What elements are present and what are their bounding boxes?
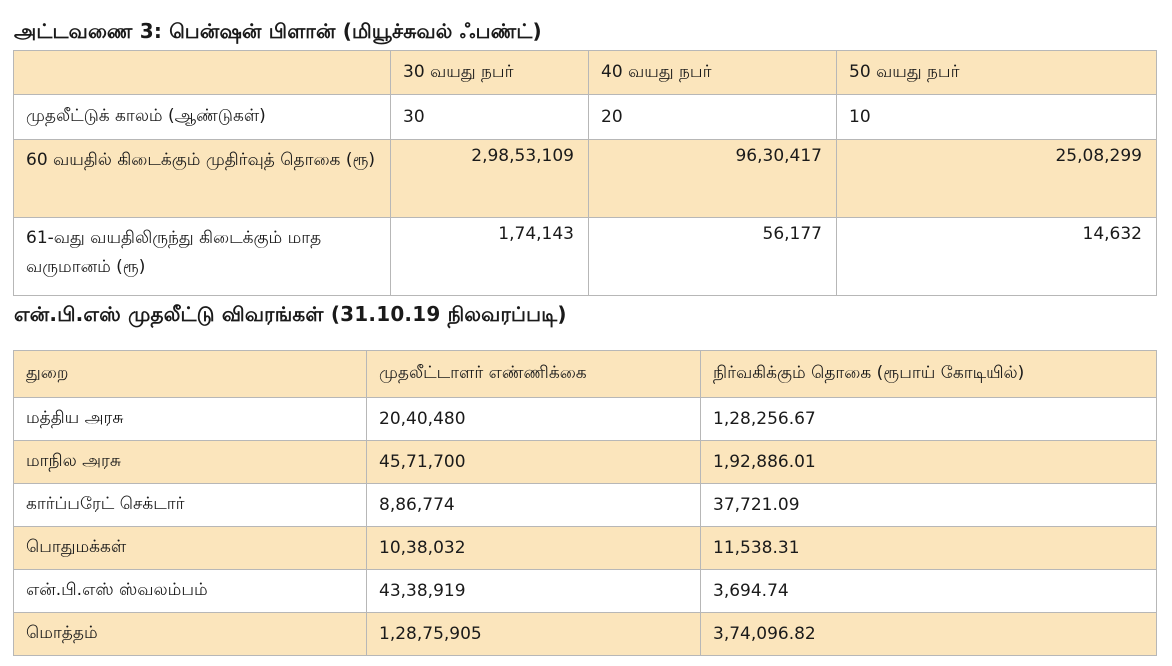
table-row: கார்ப்பரேட் செக்டார் 8,86,774 37,721.09 — [13, 483, 1157, 527]
nps-investment-table: துறை முதலீட்டாளர் எண்ணிக்கை நிர்வகிக்கும… — [13, 350, 1157, 656]
table-row: முதலீட்டுக் காலம் (ஆண்டுகள்) 30 20 10 — [13, 94, 1157, 140]
table-row: 60 வயதில் கிடைக்கும் முதிர்வுத் தொகை (ரூ… — [13, 139, 1157, 218]
table-cell: 30 — [390, 94, 589, 140]
header-cell-sector: துறை — [13, 350, 367, 398]
header-cell-empty — [13, 50, 391, 95]
investors-cell: 10,38,032 — [366, 526, 701, 570]
sector-cell: மாநில அரசு — [13, 440, 367, 484]
row-label: முதலீட்டுக் காலம் (ஆண்டுகள்) — [13, 94, 391, 140]
table-row: மாநில அரசு 45,71,700 1,92,886.01 — [13, 440, 1157, 484]
investors-cell: 20,40,480 — [366, 397, 701, 441]
sector-cell: கார்ப்பரேட் செக்டார் — [13, 483, 367, 527]
table-row: என்.பி.எஸ் ஸ்வலம்பம் 43,38,919 3,694.74 — [13, 569, 1157, 613]
table-row: மத்திய அரசு 20,40,480 1,28,256.67 — [13, 397, 1157, 441]
table-total-row: மொத்தம் 1,28,75,905 3,74,096.82 — [13, 612, 1157, 656]
amount-cell: 1,92,886.01 — [700, 440, 1157, 484]
table-row: 61-வது வயதிலிருந்து கிடைக்கும் மாத வருமா… — [13, 217, 1157, 296]
investors-cell: 45,71,700 — [366, 440, 701, 484]
table-cell: 96,30,417 — [588, 139, 837, 218]
header-cell-age-40: 40 வயது நபர் — [588, 50, 837, 95]
amount-cell: 1,28,256.67 — [700, 397, 1157, 441]
table-cell: 20 — [588, 94, 837, 140]
investors-cell: 8,86,774 — [366, 483, 701, 527]
table-cell: 2,98,53,109 — [390, 139, 589, 218]
header-cell-amount: நிர்வகிக்கும் தொகை (ரூபாய் கோடியில்) — [700, 350, 1157, 398]
amount-cell: 3,694.74 — [700, 569, 1157, 613]
amount-cell: 3,74,096.82 — [700, 612, 1157, 656]
header-cell-investors: முதலீட்டாளர் எண்ணிக்கை — [366, 350, 701, 398]
table-cell: 25,08,299 — [836, 139, 1157, 218]
row-label: 60 வயதில் கிடைக்கும் முதிர்வுத் தொகை (ரூ… — [13, 139, 391, 218]
sector-cell: மொத்தம் — [13, 612, 367, 656]
table-cell: 10 — [836, 94, 1157, 140]
pension-plan-table: 30 வயது நபர் 40 வயது நபர் 50 வயது நபர் ம… — [13, 50, 1157, 296]
sector-cell: மத்திய அரசு — [13, 397, 367, 441]
amount-cell: 37,721.09 — [700, 483, 1157, 527]
sector-cell: பொதுமக்கள் — [13, 526, 367, 570]
row-label: 61-வது வயதிலிருந்து கிடைக்கும் மாத வருமா… — [13, 217, 391, 296]
table-header-row: துறை முதலீட்டாளர் எண்ணிக்கை நிர்வகிக்கும… — [13, 350, 1157, 398]
table-cell: 14,632 — [836, 217, 1157, 296]
header-cell-age-30: 30 வயது நபர் — [390, 50, 589, 95]
table-header-row: 30 வயது நபர் 40 வயது நபர் 50 வயது நபர் — [13, 50, 1157, 95]
table1-title: அட்டவணை 3: பென்ஷன் பிளான் (மியூச்சுவல் ஃ… — [14, 19, 542, 43]
investors-cell: 43,38,919 — [366, 569, 701, 613]
header-cell-age-50: 50 வயது நபர் — [836, 50, 1157, 95]
sector-cell: என்.பி.எஸ் ஸ்வலம்பம் — [13, 569, 367, 613]
table-cell: 56,177 — [588, 217, 837, 296]
table2-title: என்.பி.எஸ் முதலீட்டு விவரங்கள் (31.10.19… — [14, 302, 567, 326]
amount-cell: 11,538.31 — [700, 526, 1157, 570]
investors-cell: 1,28,75,905 — [366, 612, 701, 656]
table-cell: 1,74,143 — [390, 217, 589, 296]
table-row: பொதுமக்கள் 10,38,032 11,538.31 — [13, 526, 1157, 570]
